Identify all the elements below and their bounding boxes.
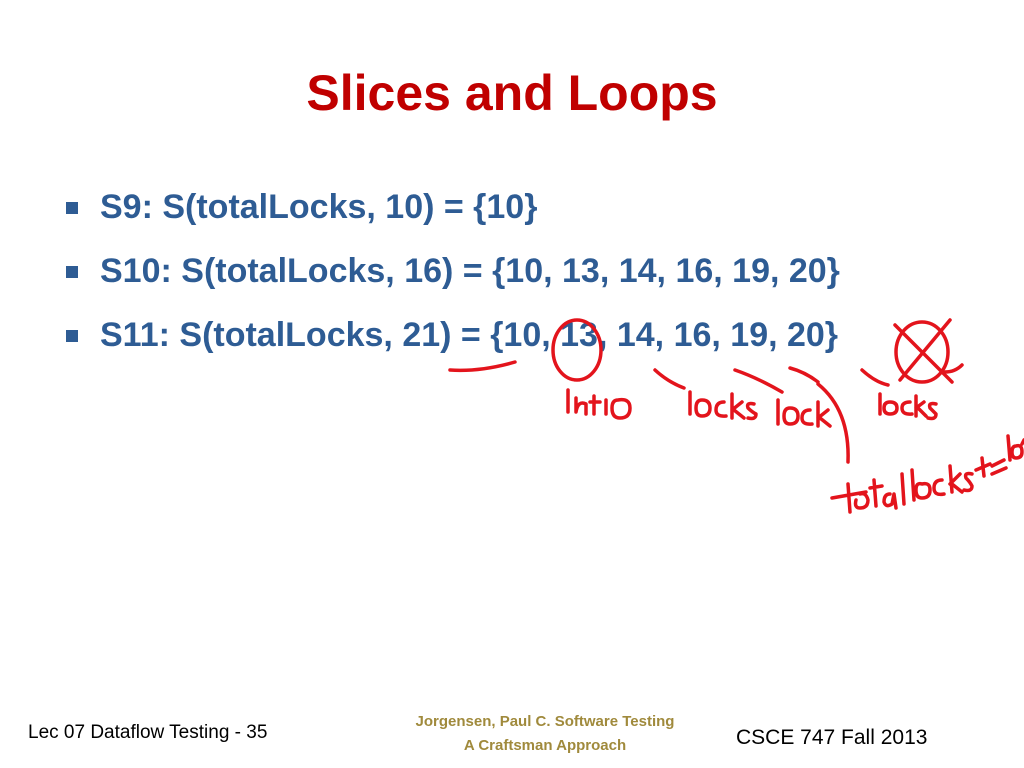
pointer-stroke	[816, 382, 850, 464]
tick-mark	[860, 368, 890, 387]
bullet-text: S9: S(totalLocks, 10) = {10}	[100, 188, 538, 226]
tick-mark	[943, 363, 964, 374]
cross-mark	[898, 318, 952, 382]
bullet-text: S10: S(totalLocks, 16) = {10, 13, 14, 16…	[100, 252, 840, 290]
handwriting-locks	[688, 390, 758, 421]
handwriting-locks	[878, 392, 938, 421]
footer-reference-line1: Jorgensen, Paul C. Software Testing	[415, 713, 675, 730]
tick-mark	[788, 366, 820, 384]
cross-mark	[893, 323, 954, 384]
footer-reference: Jorgensen, Paul C. Software Testing A Cr…	[380, 710, 710, 758]
handwriting-lock	[776, 398, 832, 428]
handwriting-init0	[566, 388, 632, 420]
square-bullet-icon	[66, 202, 78, 214]
footer-course: CSCE 747 Fall 2013	[736, 726, 928, 749]
tick-mark	[733, 368, 784, 394]
slide-title: Slices and Loops	[306, 65, 718, 121]
footer-reference-line2: A Craftsman Approach	[463, 737, 627, 754]
handwriting-local	[1006, 434, 1024, 462]
handwriting-totallocks	[830, 464, 974, 514]
square-bullet-icon	[66, 266, 78, 278]
circle-mark	[894, 320, 950, 384]
footer-slide-number: Lec 07 Dataflow Testing - 35	[28, 722, 268, 743]
square-bullet-icon	[66, 330, 78, 342]
underline-mark	[448, 360, 517, 373]
bullet-text: S11: S(totalLocks, 21) = {10, 13, 14, 16…	[100, 316, 839, 354]
tick-mark	[653, 368, 686, 390]
handwriting-plus-equals	[974, 456, 1008, 478]
